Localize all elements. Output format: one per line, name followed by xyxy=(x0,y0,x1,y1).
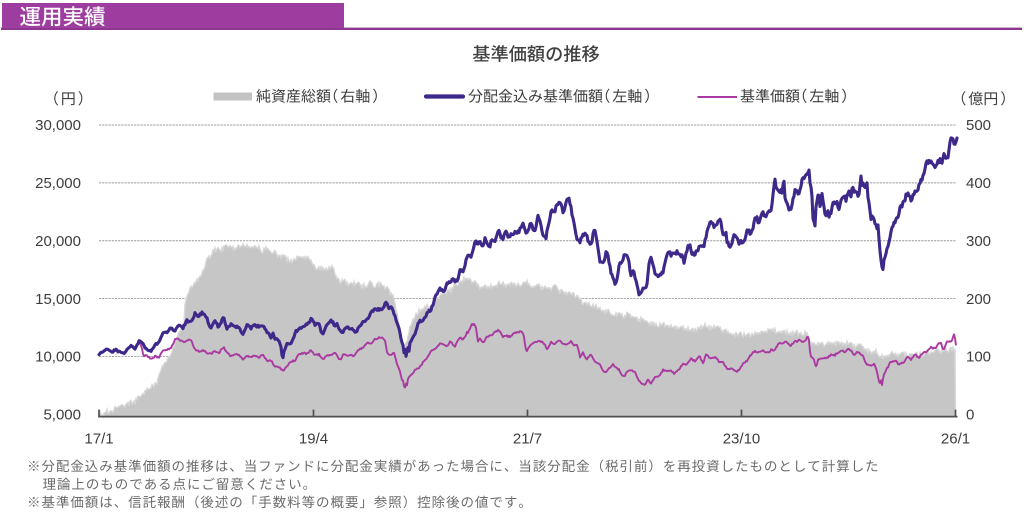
svg-text:17/1: 17/1 xyxy=(84,431,113,448)
svg-text:500: 500 xyxy=(966,117,991,134)
svg-text:0: 0 xyxy=(966,407,974,424)
svg-text:23/10: 23/10 xyxy=(723,431,761,448)
svg-text:5,000: 5,000 xyxy=(43,407,81,424)
svg-text:30,000: 30,000 xyxy=(35,117,81,134)
svg-text:300: 300 xyxy=(966,233,991,250)
svg-text:10,000: 10,000 xyxy=(35,349,81,366)
svg-text:26/1: 26/1 xyxy=(941,431,970,448)
svg-text:19/4: 19/4 xyxy=(299,431,328,448)
svg-text:400: 400 xyxy=(966,175,991,192)
svg-text:21/7: 21/7 xyxy=(513,431,542,448)
svg-text:20,000: 20,000 xyxy=(35,233,81,250)
svg-text:15,000: 15,000 xyxy=(35,291,81,308)
svg-text:25,000: 25,000 xyxy=(35,175,81,192)
svg-text:100: 100 xyxy=(966,349,991,366)
svg-text:200: 200 xyxy=(966,291,991,308)
